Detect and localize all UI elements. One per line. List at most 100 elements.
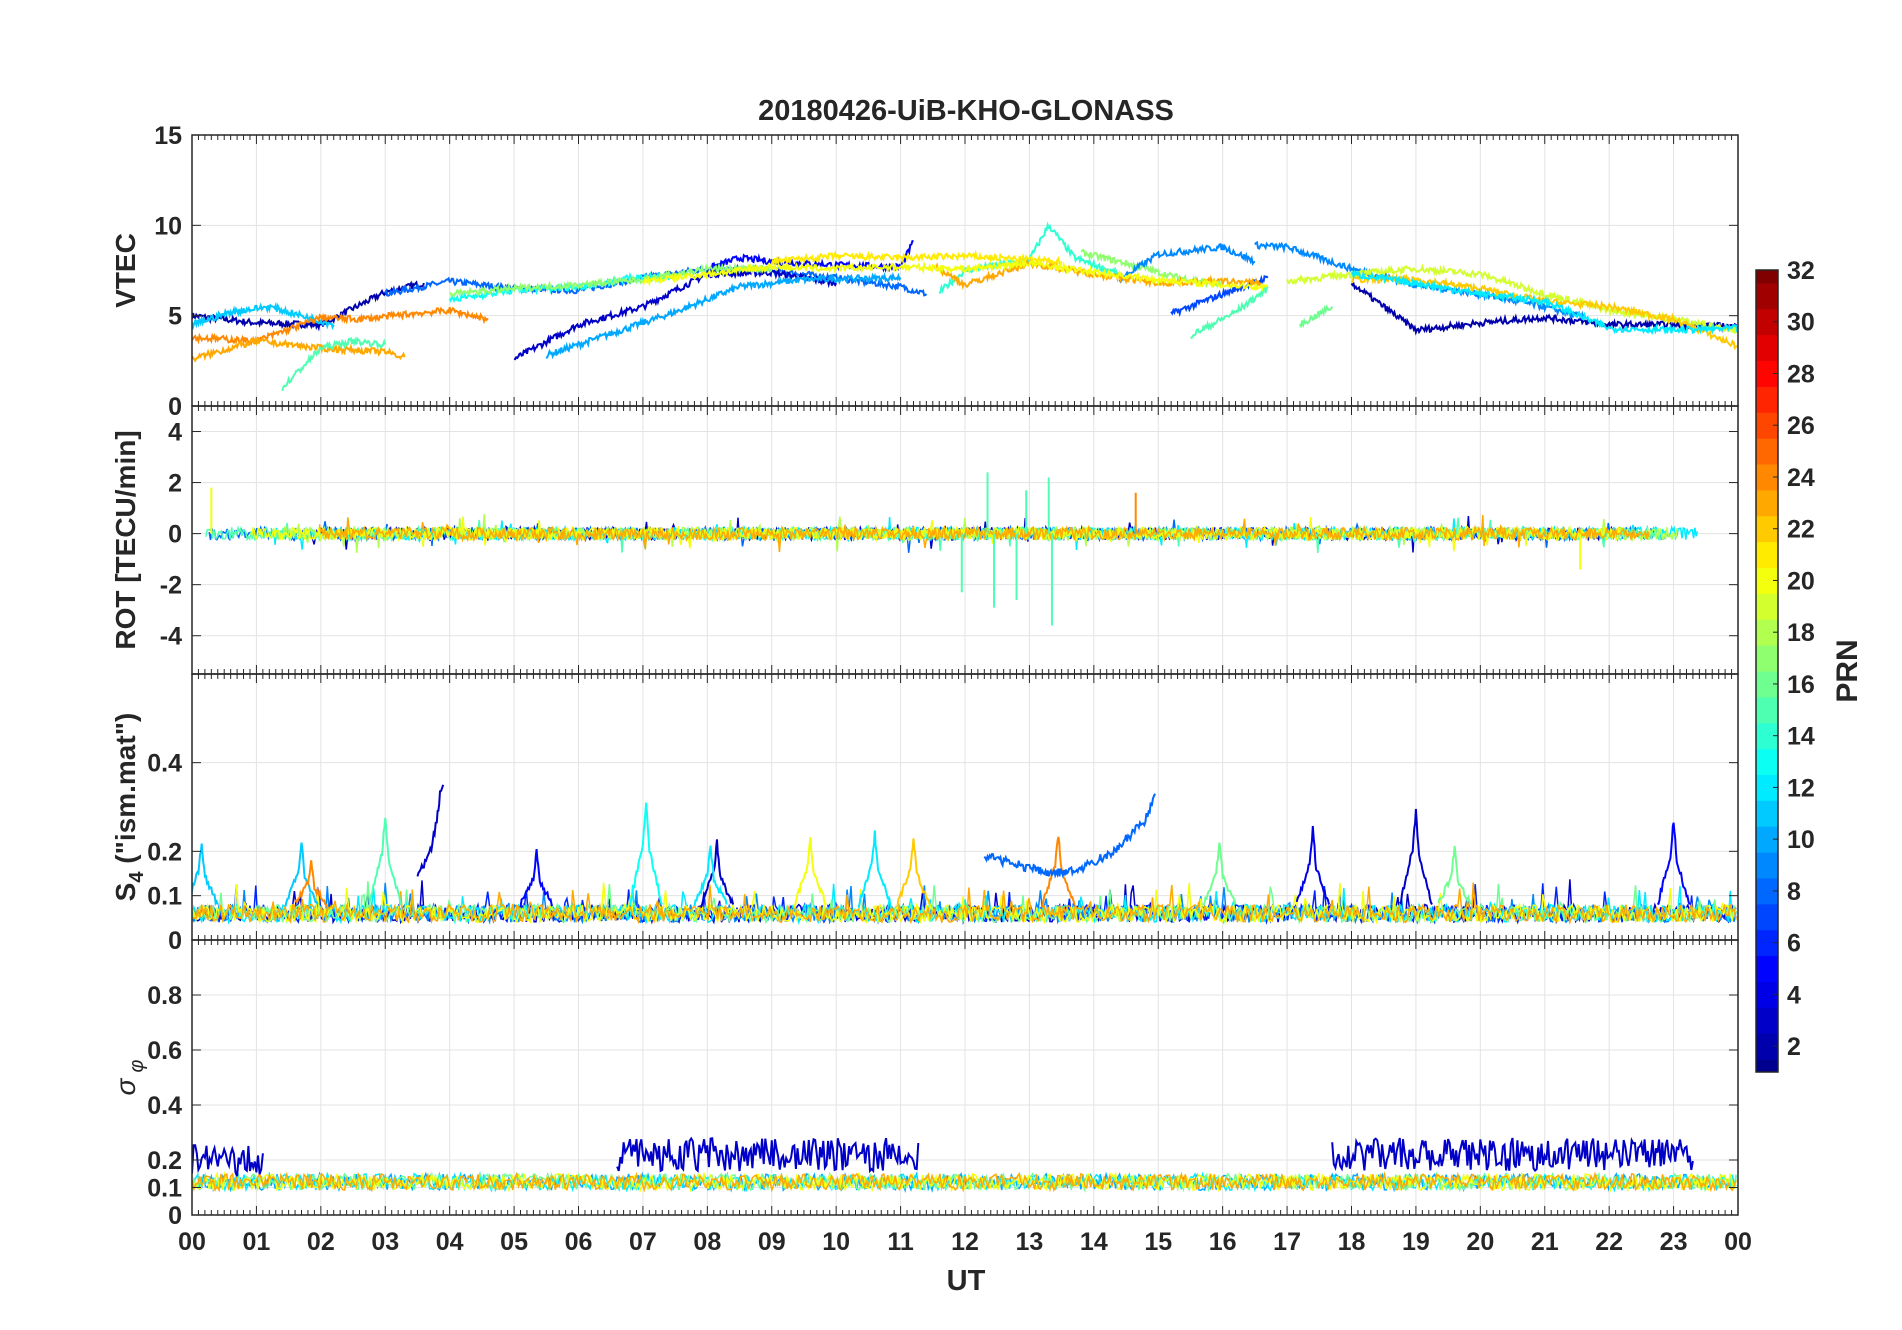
vtec-series-prn-15	[281, 336, 387, 392]
y-tick-label: -4	[160, 623, 182, 651]
panel-vtec: 0 5 10 15 VTEC	[110, 122, 1739, 421]
vtec-series-prn-16	[1299, 304, 1334, 329]
colorbar-cell	[1756, 360, 1778, 387]
vtec-series-prn-11	[192, 301, 335, 331]
y-axis-label-s4: S4 ("ism.mat")	[110, 713, 148, 902]
s4-peak-prn-11	[284, 842, 319, 907]
s4-peak-prn-11	[192, 843, 219, 907]
s4-peak-prn-16	[1437, 845, 1472, 905]
x-tick-label: 19	[1402, 1228, 1430, 1256]
colorbar-cell	[1756, 386, 1778, 413]
colorbar-cell	[1756, 619, 1778, 646]
colorbar-tick-label: 28	[1787, 360, 1815, 388]
colorbar-cell	[1756, 489, 1778, 517]
y-tick-label: 0.1	[147, 1175, 182, 1203]
colorbar-cell	[1756, 774, 1778, 801]
s4-peak-prn-3	[699, 839, 735, 908]
colorbar-tick-label: 10	[1787, 826, 1815, 854]
x-tick-label: 00	[178, 1228, 206, 1256]
colorbar-tick-label: 24	[1787, 464, 1815, 492]
x-tick-label: 11	[887, 1228, 914, 1256]
series-group	[192, 1136, 1737, 1194]
series-group	[192, 784, 1737, 926]
colorbar-cell	[1756, 412, 1778, 439]
colorbar-cell	[1756, 1059, 1778, 1073]
x-tick-label: 06	[565, 1228, 593, 1256]
colorbar-cell	[1756, 722, 1778, 750]
y-axis-label-sigma_phi: σφ	[110, 1060, 148, 1096]
y-tick-label: 0.6	[147, 1037, 182, 1065]
x-tick-label: 12	[951, 1228, 979, 1256]
colorbar-tick-label: 32	[1787, 257, 1815, 285]
vtec-series-prn-12	[1350, 269, 1738, 335]
vtec-series-prn-21	[770, 249, 1063, 267]
x-axis-label: UT	[947, 1265, 986, 1297]
x-tick-label: 17	[1273, 1228, 1301, 1256]
x-axis: 00 01 02 03 04 05 06 07 08 09 10 11 12 13 14 15 16 17 18 19…	[178, 1228, 1752, 1256]
y-tick-label: 10	[154, 212, 182, 240]
y-tick-label: 0	[168, 393, 182, 421]
s4-peak-prn-15	[368, 817, 403, 908]
x-tick-label: 21	[1531, 1228, 1559, 1256]
colorbar-cell	[1756, 308, 1778, 336]
x-tick-label: 01	[243, 1228, 271, 1256]
colorbar-cell	[1756, 826, 1778, 853]
colorbar-cell	[1756, 541, 1778, 569]
s4-peak-prn-12	[693, 845, 728, 907]
y-tick-label: 0	[168, 521, 182, 549]
colorbar-cell	[1756, 696, 1778, 724]
vtec-series-prn-3	[513, 267, 838, 361]
y-axis-label-rot: ROT [TECU/min]	[110, 430, 141, 649]
s4-peak-prn-3	[1399, 808, 1433, 906]
x-tick-label: 23	[1660, 1228, 1688, 1256]
vtec-series-prn-8	[384, 262, 928, 297]
s4-background-prn-23	[192, 882, 1737, 925]
vtec-series-prn-17	[449, 262, 773, 298]
rot-series-prn-23	[318, 515, 1650, 553]
y-tick-label: -2	[160, 572, 182, 600]
colorbar-cell	[1756, 567, 1778, 594]
colorbar-tick-label: 16	[1787, 671, 1815, 699]
panel-s4: 0 0.1 0.2 0.4S4 ("ism.mat")	[110, 673, 1739, 955]
vtec-series-prn-15	[1190, 285, 1269, 339]
s4-peak-prn-16	[1202, 842, 1237, 906]
colorbar-frame	[1755, 269, 1779, 1073]
s4-peak-prn-22	[896, 838, 931, 907]
panel-sigma_phi: 00.10.2 0.4 0.6 0.8 σφ	[110, 939, 1739, 1230]
colorbar-tick-label: 20	[1787, 567, 1815, 595]
colorbar-cell	[1756, 929, 1778, 957]
colorbar-tick-label: 18	[1787, 619, 1815, 647]
sigma-elevated-prn-3	[1331, 1136, 1694, 1172]
colorbar-cell	[1756, 515, 1778, 543]
colorbar-cell	[1756, 1033, 1778, 1060]
y-tick-label: 0.8	[147, 982, 182, 1010]
colorbar-cell	[1756, 645, 1778, 672]
colorbar-cell	[1756, 903, 1778, 931]
vtec-series-prn-20	[642, 257, 1269, 292]
series-group	[205, 472, 1699, 626]
s4-series-prn-8	[983, 793, 1156, 879]
vtec-series-prn-10	[545, 271, 902, 360]
colorbar-tick-label: 22	[1787, 516, 1815, 544]
x-tick-label: 02	[307, 1228, 335, 1256]
x-tick-label: 08	[693, 1228, 721, 1256]
y-tick-label: 0	[168, 1202, 182, 1230]
s4-peak-prn-5	[519, 848, 554, 908]
x-tick-label: 09	[758, 1228, 786, 1256]
y-tick-label: 0.4	[147, 1092, 182, 1120]
x-tick-label: 22	[1595, 1228, 1623, 1256]
x-tick-label: 16	[1209, 1228, 1237, 1256]
colorbar-tick-label: 26	[1787, 412, 1815, 440]
x-tick-label: 13	[1016, 1228, 1044, 1256]
vtec-series-prn-24	[192, 306, 489, 346]
colorbar-tick-label: 8	[1787, 878, 1801, 906]
colorbar-cell	[1756, 955, 1778, 982]
colorbar-cell	[1756, 748, 1778, 775]
colorbar-cell	[1756, 671, 1778, 698]
colorbar-tick-label: 6	[1787, 930, 1801, 958]
y-tick-label: 0.4	[147, 750, 182, 778]
s4-peak-prn-24	[1041, 836, 1076, 908]
x-tick-label: 04	[436, 1228, 464, 1256]
